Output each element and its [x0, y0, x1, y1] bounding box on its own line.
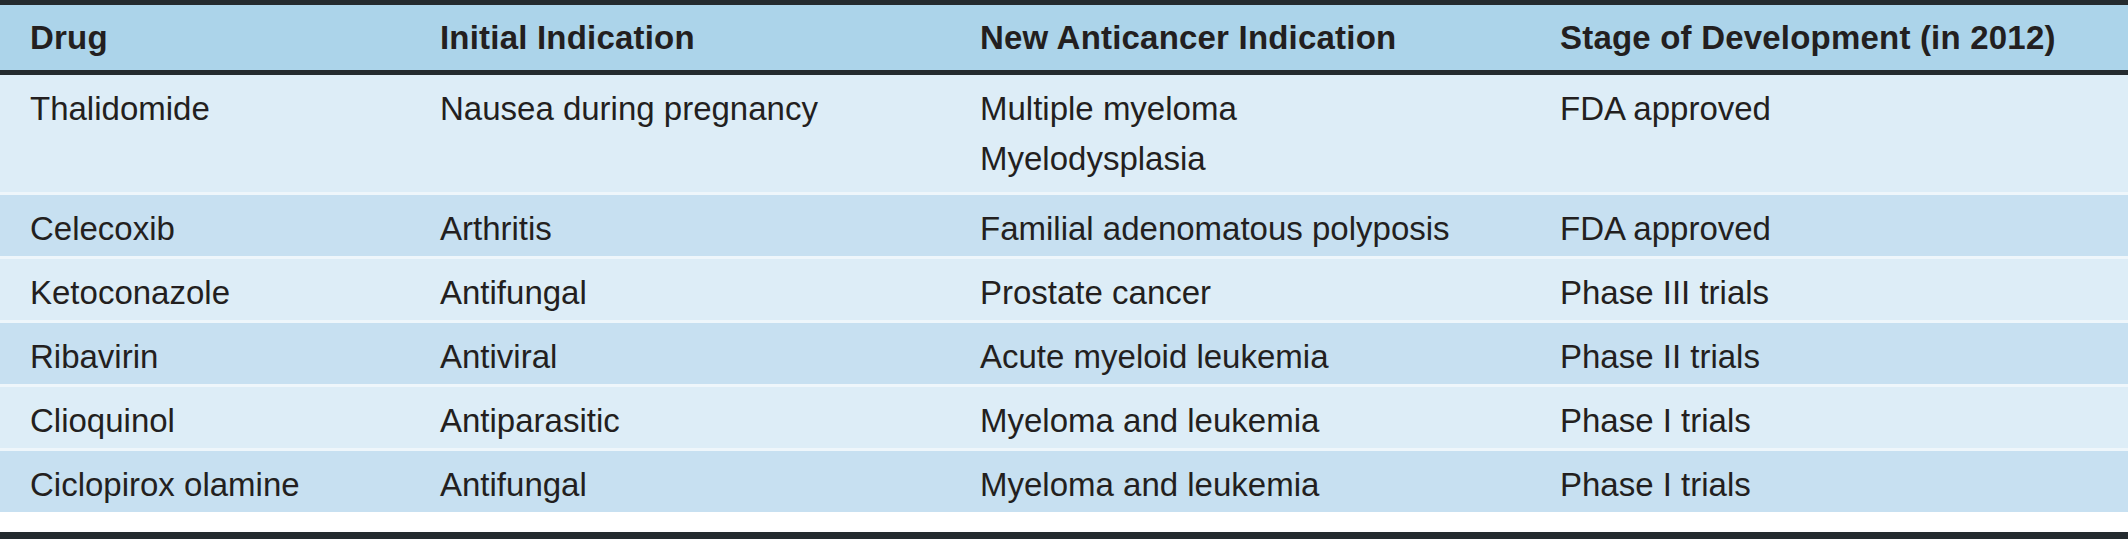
cell-initial-indication: Antiviral [440, 323, 980, 382]
cell-new-anticancer-indication: Myeloma and leukemia [980, 387, 1560, 446]
indication-line: Myelodysplasia [980, 134, 1540, 184]
cell-initial-indication: Antifungal [440, 451, 980, 510]
cell-stage-of-development: Phase I trials [1560, 451, 2128, 510]
table-row-clioquinol: Clioquinol Antiparasitic Myeloma and leu… [0, 384, 2128, 448]
cell-initial-indication: Arthritis [440, 195, 980, 254]
table-row-ciclopirox-olamine: Ciclopirox olamine Antifungal Myeloma an… [0, 448, 2128, 512]
table-row-celecoxib: Celecoxib Arthritis Familial adenomatous… [0, 192, 2128, 256]
cell-initial-indication: Antifungal [440, 259, 980, 318]
column-header-stage-of-development: Stage of Development (in 2012) [1560, 20, 2128, 56]
cell-stage-of-development: FDA approved [1560, 195, 2128, 254]
cell-stage-of-development: Phase I trials [1560, 387, 2128, 446]
cell-new-anticancer-indication: Familial adenomatous polyposis [980, 195, 1560, 254]
cell-initial-indication: Antiparasitic [440, 387, 980, 446]
cell-stage-of-development: FDA approved [1560, 75, 2128, 134]
table-row-ribavirin: Ribavirin Antiviral Acute myeloid leukem… [0, 320, 2128, 384]
table-header-row: Drug Initial Indication New Anticancer I… [0, 5, 2128, 75]
table-row-thalidomide: Thalidomide Nausea during pregnancy Mult… [0, 75, 2128, 192]
cell-initial-indication: Nausea during pregnancy [440, 75, 980, 134]
drug-repurposing-table: Drug Initial Indication New Anticancer I… [0, 0, 2128, 539]
cell-stage-of-development: Phase III trials [1560, 259, 2128, 318]
cell-new-anticancer-indication: Prostate cancer [980, 259, 1560, 318]
cell-drug: Ribavirin [30, 323, 440, 382]
table-row-ketoconazole: Ketoconazole Antifungal Prostate cancer … [0, 256, 2128, 320]
cell-new-anticancer-indication: Multiple myeloma Myelodysplasia [980, 75, 1560, 184]
cell-drug: Ketoconazole [30, 259, 440, 318]
column-header-drug: Drug [30, 20, 440, 56]
cell-drug: Thalidomide [30, 75, 440, 134]
column-header-new-anticancer-indication: New Anticancer Indication [980, 20, 1560, 56]
cell-drug: Celecoxib [30, 195, 440, 254]
column-header-initial-indication: Initial Indication [440, 20, 980, 56]
cell-new-anticancer-indication: Acute myeloid leukemia [980, 323, 1560, 382]
cell-drug: Ciclopirox olamine [30, 451, 440, 510]
indication-line: Multiple myeloma [980, 84, 1540, 134]
cell-stage-of-development: Phase II trials [1560, 323, 2128, 382]
cell-new-anticancer-indication: Myeloma and leukemia [980, 451, 1560, 510]
cell-drug: Clioquinol [30, 387, 440, 446]
